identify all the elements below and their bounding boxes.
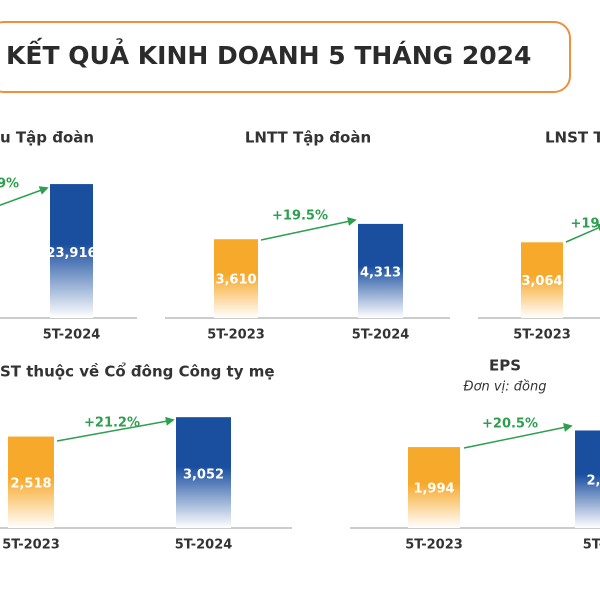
chart-title: EPS xyxy=(489,357,521,375)
growth-arrow xyxy=(260,217,357,241)
growth-arrow xyxy=(0,186,49,206)
growth-label: 9% xyxy=(0,177,19,192)
bar xyxy=(176,417,231,528)
data-label: 2,518 xyxy=(10,477,51,492)
chart-title: ST thuộc về Cổ đông Công ty mẹ xyxy=(0,362,275,381)
bar xyxy=(50,184,93,318)
bar xyxy=(575,430,600,528)
growth-label: +19 xyxy=(571,217,600,232)
growth-arrow xyxy=(463,423,573,449)
bar xyxy=(408,447,460,528)
chart-title: LNST T xyxy=(545,129,600,147)
header-title: KẾT QUẢ KINH DOANH 5 THÁNG 2024 xyxy=(6,37,531,70)
x-tick-label: 5T-2024 xyxy=(352,328,410,343)
chart-title: u Tập đoàn xyxy=(0,129,94,147)
x-tick-label: 5T-2023 xyxy=(2,538,60,553)
x-tick-label: 5T-2023 xyxy=(405,538,463,553)
growth-label: +20.5% xyxy=(482,417,538,432)
x-tick-label: 5T-2023 xyxy=(207,328,265,343)
data-label: 23,916 xyxy=(46,246,96,261)
header-box xyxy=(0,21,571,93)
data-label: 4,313 xyxy=(360,265,401,280)
data-label: 3,064 xyxy=(521,274,562,289)
x-tick-label: 5T-2024 xyxy=(175,538,233,553)
bar xyxy=(521,242,563,318)
growth-label: +21.2% xyxy=(84,416,140,431)
data-label: 3,610 xyxy=(215,273,256,288)
chart-subtitle: Đơn vị: đồng xyxy=(464,380,547,395)
data-label: 1,994 xyxy=(413,482,454,497)
x-tick-label: 5T-2023 xyxy=(513,328,571,343)
growth-arrow xyxy=(565,223,600,243)
growth-label: +19.5% xyxy=(272,209,328,224)
bar xyxy=(214,239,258,318)
data-label: 2,4 xyxy=(586,474,600,489)
chart-title: LNTT Tập đoàn xyxy=(245,129,371,147)
bar xyxy=(358,223,403,318)
bar xyxy=(8,436,54,528)
x-tick-label: 5T-2 xyxy=(583,538,600,553)
data-label: 3,052 xyxy=(183,467,224,482)
growth-arrow xyxy=(56,416,175,442)
x-tick-label: 5T-2024 xyxy=(43,328,101,343)
